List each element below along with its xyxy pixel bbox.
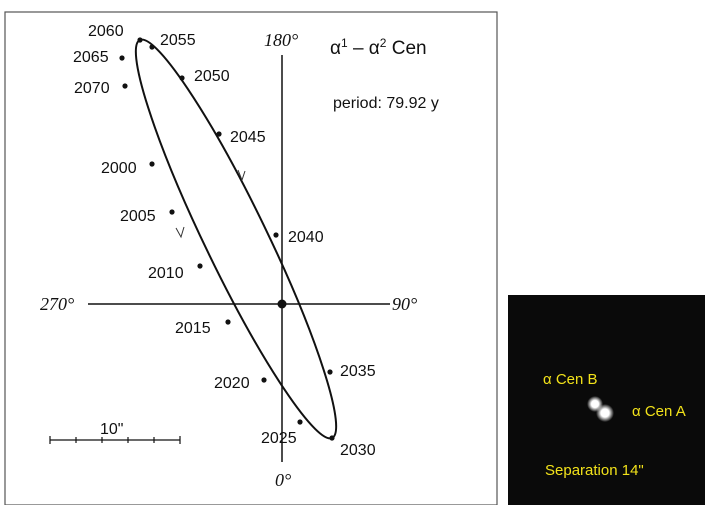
year-dot: [137, 37, 143, 43]
angle-label: 0°: [275, 470, 291, 490]
scale-bar: [49, 436, 181, 444]
year-dot: [273, 232, 279, 238]
direction-arrow: [237, 169, 246, 182]
orbit-panel: α1 – α2 Cen period: 79.92 y 180° 0° 270°…: [4, 11, 498, 505]
year-label: 2010: [148, 265, 184, 282]
title-part: –: [348, 38, 369, 59]
photo-background: [508, 295, 705, 505]
scale-label: 10": [100, 421, 123, 438]
year-label: 2055: [160, 32, 196, 49]
period-label: period: 79.92 y: [333, 95, 439, 112]
primary-star: [277, 299, 287, 309]
panel-frame: [4, 11, 498, 505]
year-dot: [261, 377, 267, 383]
star-label: α Cen B: [543, 371, 598, 388]
year-dot: [297, 419, 303, 425]
year-label: 2050: [194, 68, 230, 85]
year-label: 2030: [340, 442, 376, 459]
year-label: 2060: [88, 23, 124, 40]
year-dot: [149, 161, 155, 167]
year-dot: [179, 75, 185, 81]
title-part: α: [369, 38, 380, 59]
year-dot: [122, 83, 128, 89]
year-dot: [169, 209, 175, 215]
angle-label: 90°: [392, 294, 417, 314]
orbit-title: α1 – α2 Cen: [330, 36, 427, 59]
title-part: Cen: [386, 38, 426, 59]
year-label: 2045: [230, 129, 266, 146]
year-label: 2015: [175, 320, 211, 337]
angle-label: 270°: [40, 294, 74, 314]
year-label: 2040: [288, 229, 324, 246]
year-label: 2065: [73, 49, 109, 66]
title-part: 1: [341, 36, 348, 50]
year-label: 2025: [261, 430, 297, 447]
year-dot: [225, 319, 231, 325]
year-dot: [149, 44, 155, 50]
photo-panel: α Cen B α Cen A Separation 14": [508, 295, 705, 505]
year-label: 2020: [214, 375, 250, 392]
year-label: 2000: [101, 160, 137, 177]
year-label: 2070: [74, 80, 110, 97]
star-label: α Cen A: [632, 403, 686, 420]
year-label: 2035: [340, 363, 376, 380]
year-dot: [197, 263, 203, 269]
year-label: 2005: [120, 208, 156, 225]
angle-label: 180°: [264, 30, 298, 50]
star-a: [596, 404, 614, 422]
year-dot: [329, 435, 335, 441]
year-dot: [216, 131, 222, 137]
year-points: 2060 2055 2050 2045 2040 2035 2030 2025 2020 2015…: [73, 23, 376, 459]
title-part: 2: [380, 36, 387, 50]
separation-label: Separation 14": [545, 462, 644, 479]
year-dot: [119, 55, 125, 61]
direction-arrow: [175, 226, 185, 239]
title-part: α: [330, 38, 341, 59]
year-dot: [327, 369, 333, 375]
